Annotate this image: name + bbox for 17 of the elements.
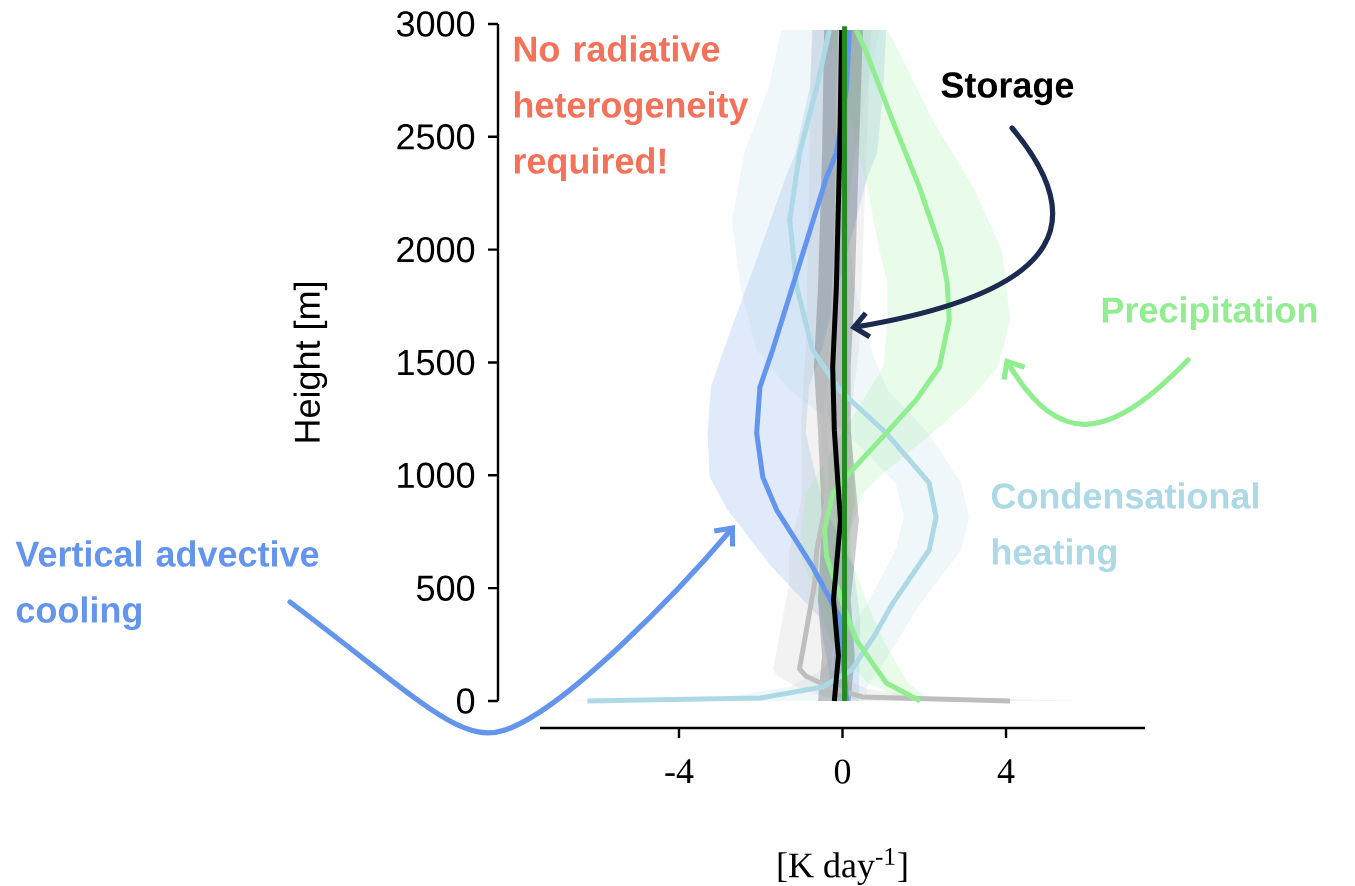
- y-tick-label: 500: [416, 575, 475, 601]
- x-axis-title: [K day$^{-1}$]: [778, 848, 907, 886]
- text: Vertical advective cooling: [15, 540, 319, 631]
- y-tick-label: 2500: [397, 124, 475, 150]
- y-tick-label: 0: [456, 688, 475, 714]
- x-tick-label: 0: [834, 759, 851, 784]
- y-tick-label: 2000: [397, 236, 475, 263]
- y-tick-label: 1500: [398, 349, 475, 376]
- y-axis-title: Height [m]: [293, 283, 328, 442]
- text: Storage: [941, 72, 1074, 106]
- x-tick-label: 4: [997, 759, 1015, 784]
- x-tick-label: -4: [665, 759, 694, 784]
- y-tick-label: 1000: [398, 462, 475, 489]
- text: Precipitation: [1102, 296, 1317, 330]
- y-tick-label: 3000: [396, 11, 475, 37]
- annotation: No radiative heterogeneity required!: [514, 35, 749, 181]
- series-label: Condensational heating: [991, 482, 1258, 573]
